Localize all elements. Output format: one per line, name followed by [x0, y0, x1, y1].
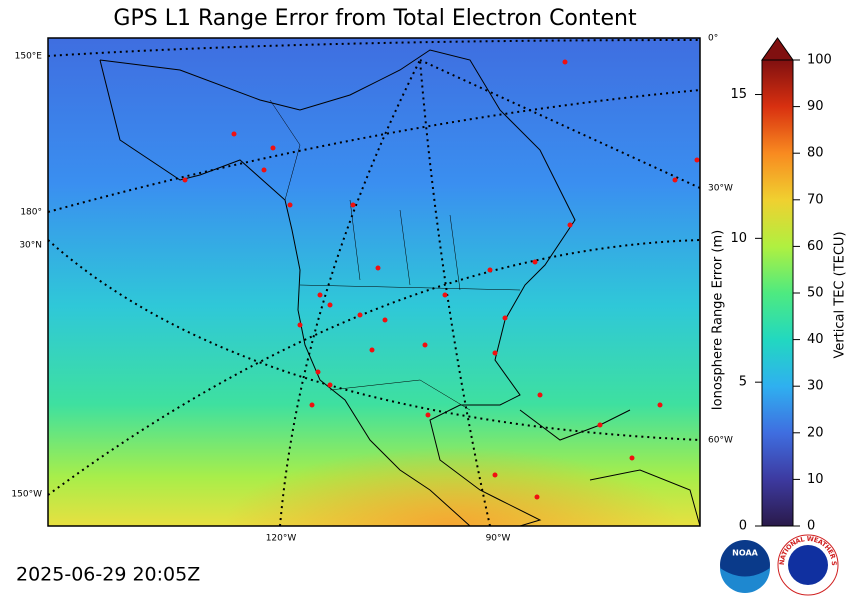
tec-axis-label: Vertical TEC (TECU)	[833, 231, 848, 358]
tick-label: 60	[807, 239, 824, 254]
graticule-label: 60°W	[708, 436, 733, 446]
tick-label: 80	[807, 146, 824, 161]
tick-label: 0	[807, 519, 815, 534]
internal-borders	[269, 99, 521, 411]
graticule-label: 150°W	[11, 490, 42, 500]
graticule-label: 90°W	[486, 534, 511, 544]
graticule-label: 150°E	[15, 52, 43, 62]
tick-label: 30	[807, 379, 824, 394]
map-frame	[47, 37, 701, 527]
colorbar	[761, 59, 794, 527]
graticule-label: 180°	[20, 208, 42, 218]
graticule-label: 120°W	[266, 534, 297, 544]
tick-label: 20	[807, 425, 824, 440]
graticule	[48, 39, 700, 526]
colorbar-ticks: 0 5 10 15 0 10 20 30 40 50 60 70 80 90 100	[730, 53, 831, 534]
tick-label: 10	[807, 472, 824, 487]
tick-label: 5	[739, 375, 747, 390]
land	[99, 49, 700, 526]
noaa-text: NOAA	[732, 549, 758, 558]
colorbar-extend	[761, 37, 794, 61]
tick-label: 50	[807, 286, 824, 301]
tick-label: 10	[730, 231, 747, 246]
noaa-logo: NOAA	[720, 540, 770, 593]
tick-label: 40	[807, 332, 824, 347]
map	[48, 38, 700, 526]
tick-label: 15	[730, 87, 747, 102]
tick-label: 70	[807, 192, 824, 207]
timestamp: 2025-06-29 20:05Z	[16, 564, 200, 586]
range-axis-label: Ionosphere Range Error (m)	[711, 230, 726, 410]
tec-field-high	[48, 300, 700, 526]
tick-label: 90	[807, 99, 824, 114]
graticule-label: 30°W	[708, 184, 733, 194]
stations	[182, 59, 700, 500]
graticule-label: 30°N	[19, 241, 42, 251]
graticule-label: 0°	[708, 34, 718, 44]
tick-label: 0	[739, 519, 747, 534]
title: GPS L1 Range Error from Total Electron C…	[113, 6, 637, 31]
tick-label: 100	[807, 53, 832, 68]
